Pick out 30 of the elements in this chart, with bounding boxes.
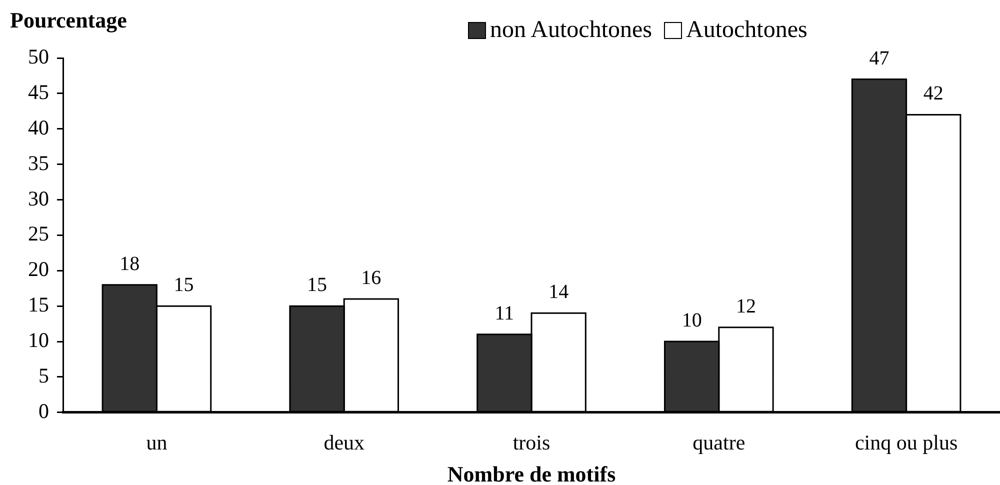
data-label: 14 bbox=[548, 281, 569, 304]
x-tick-label: quatre bbox=[692, 430, 746, 455]
x-tick-label: cinq ou plus bbox=[854, 430, 958, 455]
y-tick-label: 25 bbox=[28, 222, 49, 246]
data-label: 15 bbox=[174, 274, 194, 296]
y-tick-label: 35 bbox=[28, 150, 49, 175]
y-tick-label: 5 bbox=[38, 363, 49, 388]
legend-label: Autochtones bbox=[686, 17, 808, 43]
data-label: 42 bbox=[923, 82, 944, 105]
y-tick-label: 15 bbox=[28, 292, 49, 317]
legend-label: non Autochtones bbox=[490, 17, 652, 43]
x-axis-title: Nombre de motifs bbox=[447, 461, 616, 485]
data-label: 11 bbox=[494, 302, 514, 324]
data-label: 12 bbox=[736, 295, 756, 318]
y-tick-label: 10 bbox=[28, 328, 49, 352]
data-label: 16 bbox=[361, 266, 382, 289]
y-axis-title: Pourcentage bbox=[10, 8, 128, 33]
y-tick-label: 45 bbox=[28, 80, 49, 104]
y-tick-label: 40 bbox=[28, 115, 49, 140]
data-label: 10 bbox=[682, 310, 702, 332]
y-tick-label: 20 bbox=[28, 257, 49, 282]
data-label: 15 bbox=[307, 274, 328, 296]
data-label: 47 bbox=[869, 47, 890, 70]
data-label: 18 bbox=[120, 252, 140, 275]
y-tick-label: 0 bbox=[38, 398, 49, 423]
x-tick-label: trois bbox=[512, 430, 550, 455]
y-tick-label: 50 bbox=[28, 44, 49, 69]
x-tick-label: un bbox=[146, 430, 168, 455]
y-tick-label: 30 bbox=[28, 186, 49, 210]
x-tick-label: deux bbox=[324, 430, 366, 455]
